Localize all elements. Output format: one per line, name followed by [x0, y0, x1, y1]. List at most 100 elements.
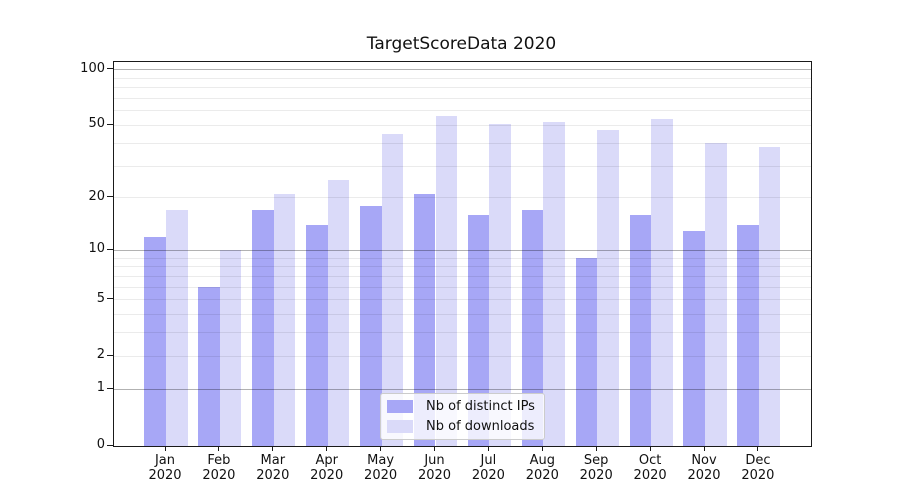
x-tick: [434, 446, 435, 451]
legend-swatch-downloads: [387, 420, 413, 433]
legend-item-distinct-ips: Nb of distinct IPs: [387, 398, 535, 415]
y-tick: [107, 298, 113, 300]
major-gridline: [114, 249, 811, 251]
x-tick-year: 2020: [148, 468, 182, 483]
x-tick-label-dec: Dec 2020: [728, 453, 788, 483]
x-tick-month: May: [367, 453, 395, 468]
legend-label-downloads: Nb of downloads: [426, 419, 535, 434]
y-tick: [107, 387, 113, 389]
minor-gridline: [114, 87, 811, 89]
y-tick-label: 10: [88, 241, 105, 257]
y-tick: [107, 196, 113, 198]
bar-distinct-ips-oct: [629, 215, 652, 446]
bar-downloads-jul: [489, 123, 511, 446]
x-tick-month: Mar: [260, 453, 286, 468]
bar-downloads-jun: [435, 116, 458, 446]
x-tick: [218, 446, 220, 451]
bar-downloads-nov: [705, 143, 727, 446]
minor-gridline: [114, 257, 811, 259]
chart-title: TargetScoreData 2020: [366, 34, 557, 54]
x-tick-month: Dec: [745, 453, 771, 468]
minor-gridline: [114, 110, 811, 112]
x-tick-month: Jul: [480, 453, 497, 468]
x-tick: [703, 446, 705, 451]
bar-distinct-ips-aug: [521, 210, 544, 446]
x-tick: [757, 446, 759, 451]
x-tick-year: 2020: [579, 468, 613, 483]
x-tick: [595, 446, 597, 451]
bar-distinct-ips-jan: [144, 236, 166, 446]
x-tick-month: Aug: [529, 453, 555, 468]
bar-distinct-ips-mar: [252, 210, 274, 446]
legend-swatch-distinct-ips: [387, 400, 413, 413]
bar-distinct-ips-may: [360, 205, 382, 446]
x-tick-year: 2020: [525, 468, 559, 483]
bar-distinct-ips-sep: [575, 258, 598, 446]
x-tick-label-jun: Jun 2020: [405, 453, 465, 483]
x-tick-label-feb: Feb 2020: [189, 453, 249, 483]
bar-distinct-ips-nov: [683, 230, 705, 446]
minor-gridline: [114, 266, 811, 268]
y-tick-label: 20: [88, 188, 105, 204]
x-tick: [326, 446, 328, 451]
bar-downloads-dec: [758, 147, 781, 446]
y-tick: [107, 68, 113, 70]
x-tick-label-mar: Mar 2020: [243, 453, 303, 483]
bar-downloads-apr: [327, 180, 350, 446]
x-tick-month: Feb: [207, 453, 231, 468]
bar-distinct-ips-jun: [413, 193, 436, 446]
minor-gridline: [114, 142, 811, 144]
minor-gridline: [114, 332, 811, 334]
x-tick-year: 2020: [256, 468, 290, 483]
bar-downloads-may: [381, 133, 404, 446]
x-tick-year: 2020: [364, 468, 398, 483]
x-tick: [649, 446, 651, 451]
x-tick-month: Apr: [315, 453, 338, 468]
bar-downloads-sep: [597, 130, 619, 446]
x-tick-year: 2020: [741, 468, 775, 483]
legend: Nb of distinct IPs Nb of downloads: [380, 393, 545, 440]
minor-gridline: [114, 197, 811, 199]
y-tick: [107, 444, 113, 446]
minor-gridline: [114, 299, 811, 301]
x-tick: [487, 446, 489, 451]
bar-downloads-feb: [219, 250, 242, 446]
minor-gridline: [114, 314, 811, 316]
plot-area: [113, 61, 812, 447]
x-tick: [272, 446, 274, 451]
bar-downloads-mar: [273, 193, 296, 446]
minor-gridline: [114, 124, 811, 126]
y-tick-label: 50: [88, 116, 105, 132]
minor-gridline: [114, 275, 811, 277]
bar-distinct-ips-apr: [306, 225, 328, 446]
y-tick-label: 2: [96, 347, 105, 363]
minor-gridline: [114, 165, 811, 167]
y-tick: [107, 248, 113, 250]
x-tick-year: 2020: [202, 468, 236, 483]
minor-gridline: [114, 77, 811, 79]
x-tick-month: Jun: [424, 453, 445, 468]
x-tick-year: 2020: [471, 468, 505, 483]
y-tick: [107, 354, 113, 356]
x-tick-year: 2020: [310, 468, 344, 483]
bar-distinct-ips-jul: [467, 215, 490, 446]
x-tick-label-jul: Jul 2020: [458, 453, 518, 483]
x-tick-label-nov: Nov 2020: [674, 453, 734, 483]
x-tick-month: Oct: [638, 453, 662, 468]
bar-downloads-aug: [543, 122, 565, 446]
y-tick-label: 0: [96, 437, 105, 452]
major-gridline: [114, 69, 811, 71]
minor-gridline: [114, 97, 811, 99]
x-tick-month: Nov: [691, 453, 717, 468]
y-tick-label: 5: [96, 290, 105, 306]
major-gridline: [114, 388, 811, 390]
x-tick-month: Jan: [154, 453, 176, 468]
x-tick-label-jan: Jan 2020: [135, 453, 195, 483]
x-tick-label-oct: Oct 2020: [620, 453, 680, 483]
x-tick-month: Sep: [583, 453, 609, 468]
x-tick: [164, 446, 166, 451]
x-tick-label-may: May 2020: [351, 453, 411, 483]
legend-item-downloads: Nb of downloads: [387, 418, 535, 435]
x-tick-label-aug: Aug 2020: [512, 453, 572, 483]
